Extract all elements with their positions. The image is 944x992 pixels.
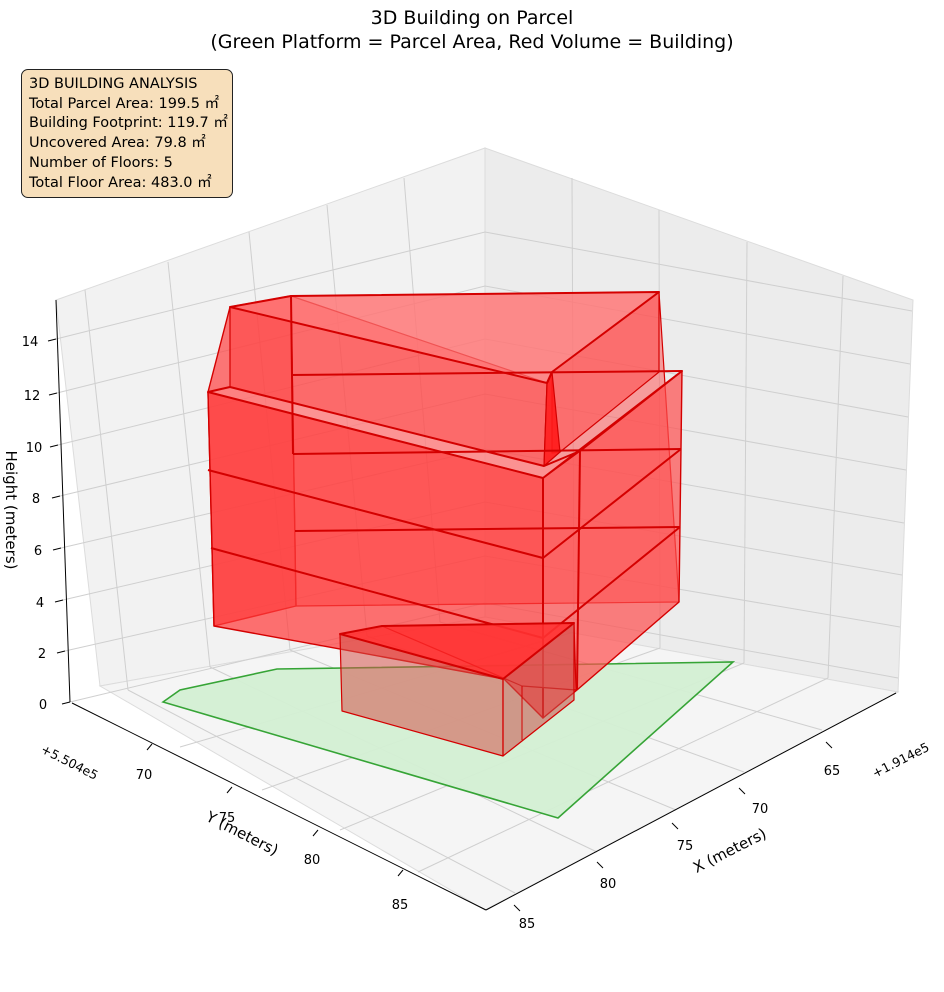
- x-tick-label-80: 80: [600, 877, 617, 892]
- y-tick-label-70: 70: [136, 768, 153, 783]
- analysis-floor-area: Total Floor Area: 483.0 ㎡: [29, 174, 212, 191]
- x-tick-label-70: 70: [752, 802, 769, 817]
- y-tick-label-85: 85: [392, 898, 409, 913]
- z-axis-label: Height (meters): [2, 451, 20, 570]
- z-tick-label-6: 6: [34, 544, 42, 559]
- y-axis-label: Y (meters): [202, 807, 281, 859]
- x-axis-label: X (meters): [690, 824, 769, 876]
- x-offset-label: +1.914e5: [870, 739, 932, 780]
- z-tick-label-8: 8: [32, 492, 40, 507]
- x-tick-label-65: 65: [824, 764, 841, 779]
- analysis-uncovered-area: Uncovered Area: 79.8 ㎡: [29, 135, 206, 152]
- y-offset-label: +5.504e5: [39, 741, 101, 782]
- chart-title-line-2: (Green Platform = Parcel Area, Red Volum…: [210, 31, 734, 53]
- z-tick-label-0: 0: [39, 698, 47, 713]
- analysis-heading: 3D BUILDING ANALYSIS: [29, 76, 198, 92]
- front-block-top-face: [339, 622, 575, 680]
- building-volume: [207, 291, 683, 757]
- y-tick-label-80: 80: [304, 853, 321, 868]
- x-tick-label-85: 85: [519, 917, 536, 932]
- z-tick-label-10: 10: [26, 441, 43, 456]
- analysis-floors: Number of Floors: 5: [29, 154, 173, 171]
- tick-marks: [47, 338, 833, 912]
- analysis-footprint: Building Footprint: 119.7 ㎡: [29, 115, 228, 132]
- x-axis-line: [485, 692, 897, 911]
- z-tick-labels: 0 2 4 6 8 10 12 14: [22, 335, 47, 713]
- z-tick-label-12: 12: [24, 389, 41, 404]
- x-tick-labels: 65 70 75 80 85: [519, 764, 841, 932]
- z-tick-label-2: 2: [38, 647, 46, 662]
- z-tick-label-4: 4: [36, 596, 44, 611]
- analysis-parcel-area: Total Parcel Area: 199.5 ㎡: [29, 95, 220, 112]
- y-axis-line: [71, 702, 487, 911]
- chart-title-line-1: 3D Building on Parcel: [370, 7, 574, 29]
- axis-lines: [55, 299, 897, 911]
- chart-title: 3D Building on Parcel (Green Platform = …: [0, 6, 944, 54]
- building-top-face: [229, 291, 660, 384]
- z-axis-line: [55, 299, 71, 703]
- x-tick-label-75: 75: [677, 839, 694, 854]
- z-tick-label-14: 14: [22, 335, 39, 350]
- y-tick-labels: 70 75 80 85: [136, 768, 409, 913]
- analysis-box: 3D BUILDING ANALYSIS Total Parcel Area: …: [21, 69, 233, 199]
- y-tick-label-75: 75: [219, 811, 236, 826]
